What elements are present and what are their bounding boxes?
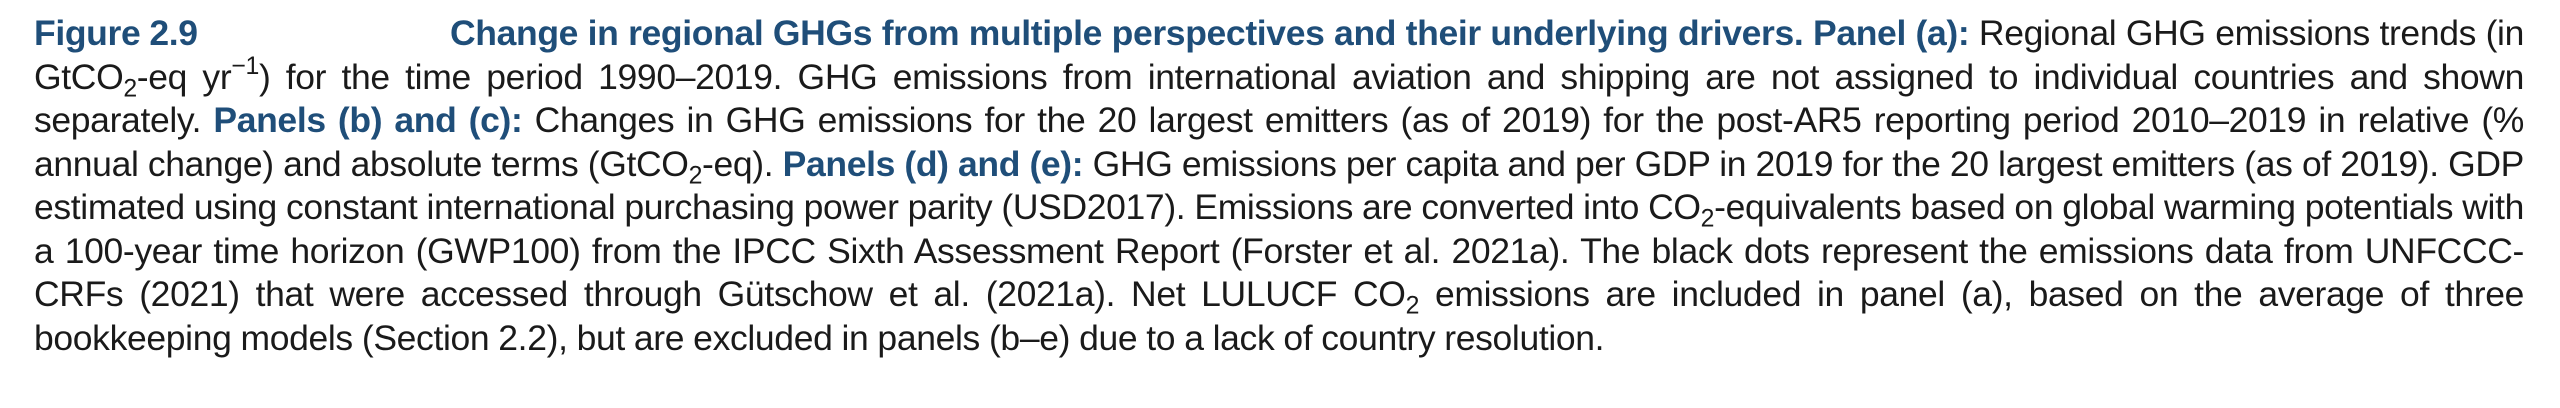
panels-bc-text: Changes in GHG emissions for the 20 larg… [34, 100, 2525, 184]
figure-caption: Figure 2.9 Change in regional GHGs from m… [34, 12, 2524, 360]
superscript: −1 [231, 52, 259, 80]
panels-bc-text: -eq). [702, 143, 774, 184]
panel-a-text: -eq yr [136, 56, 232, 97]
subscript: 2 [1405, 292, 1420, 320]
panels-de-text: GHG emissions per capita and per GDP in … [34, 143, 2525, 228]
panels-de-text: -equivalents based on global warming pot… [34, 187, 2524, 314]
panels-bc-label: Panels (b) and (c): [213, 100, 523, 140]
figure-title: Change in regional GHGs from multiple pe… [450, 13, 1804, 53]
figure-label: Figure 2.9 [34, 13, 198, 53]
panels-de-label: Panels (d) and (e): [782, 143, 1084, 184]
subscript: 2 [123, 74, 137, 102]
panels-de-text: emissions are included in panel (a), bas… [34, 274, 2525, 358]
panel-a-text: Regional GHG emissions trends (in GtCO [34, 13, 2524, 97]
subscript: 2 [1700, 205, 1715, 233]
panel-a-text: ) for the time period 1990–2019. GHG emi… [34, 56, 2524, 141]
subscript: 2 [688, 161, 703, 189]
panel-a-label: Panel (a): [1813, 13, 1970, 53]
